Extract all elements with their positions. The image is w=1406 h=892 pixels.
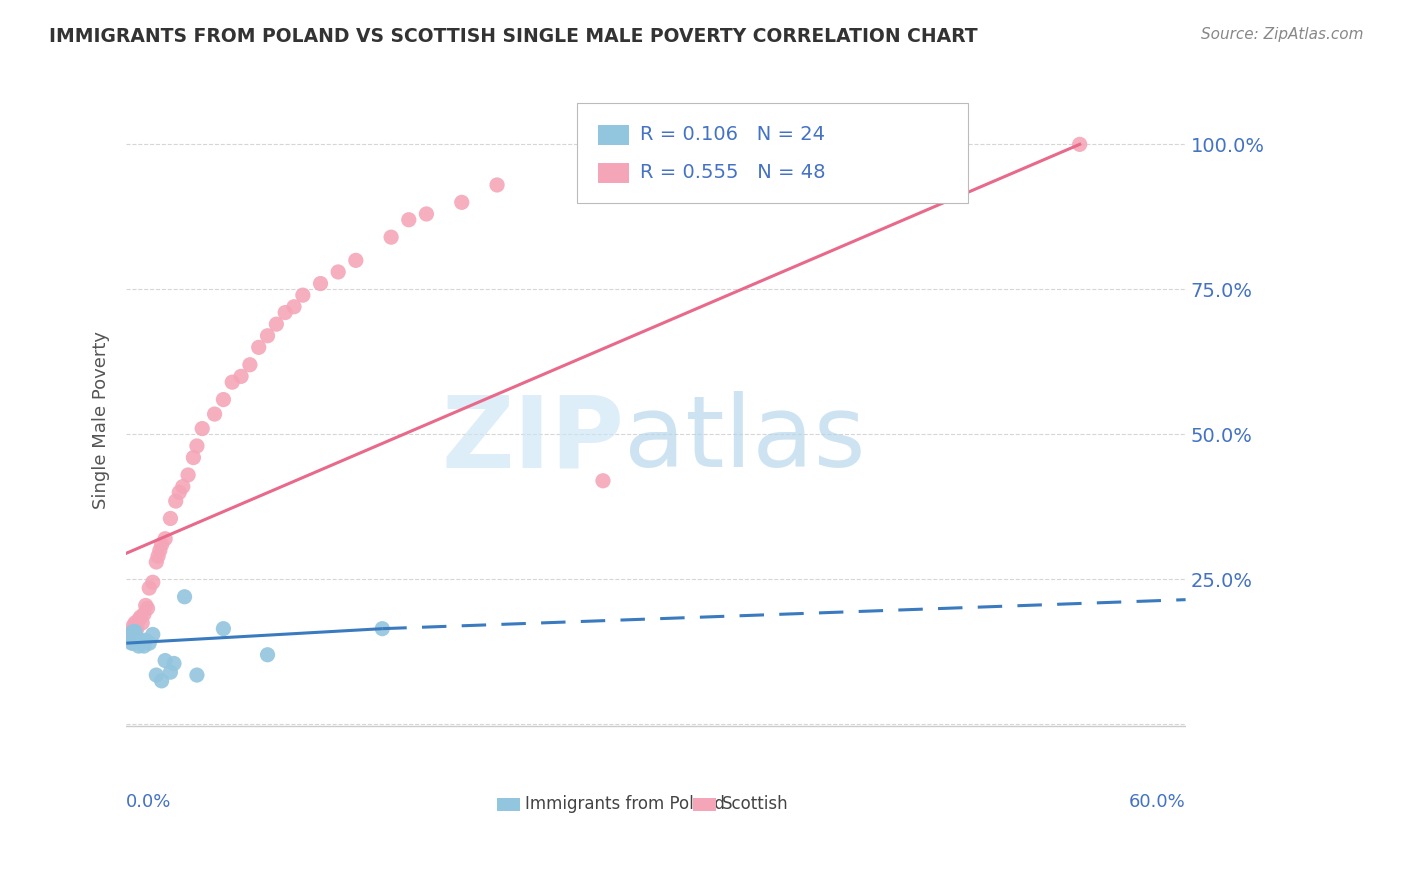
Point (212, 392, 235, 407)
Point (183, 450, 205, 465)
Point (159, 511, 181, 525)
Point (129, 633, 152, 648)
Point (122, 619, 145, 633)
Point (229, 369, 252, 384)
Point (283, 300, 305, 314)
Text: Scottish: Scottish (721, 795, 789, 813)
Text: 0.0%: 0.0% (127, 793, 172, 812)
Point (398, 212, 420, 227)
Text: R = 0.106   N = 24: R = 0.106 N = 24 (640, 125, 825, 144)
Point (159, 665, 181, 680)
Point (132, 639, 155, 653)
Point (142, 627, 165, 641)
Point (150, 537, 173, 551)
FancyBboxPatch shape (576, 103, 969, 203)
Point (128, 613, 150, 627)
Point (132, 607, 155, 622)
Point (125, 633, 148, 648)
Point (153, 532, 176, 546)
Point (165, 494, 187, 508)
Point (135, 599, 157, 613)
Point (191, 421, 214, 435)
Point (173, 590, 195, 604)
Text: R = 0.555   N = 48: R = 0.555 N = 48 (640, 163, 825, 182)
FancyBboxPatch shape (598, 125, 630, 145)
Point (328, 265, 350, 279)
Point (136, 601, 159, 615)
Point (146, 549, 169, 563)
Point (121, 624, 143, 639)
Point (309, 277, 332, 291)
Point (142, 575, 165, 590)
Point (124, 615, 146, 630)
Point (415, 207, 437, 221)
Text: Source: ZipAtlas.com: Source: ZipAtlas.com (1201, 27, 1364, 42)
Point (138, 581, 160, 595)
Point (122, 624, 145, 639)
Point (291, 288, 314, 302)
FancyBboxPatch shape (693, 798, 716, 812)
Point (131, 615, 153, 630)
Point (1069, 137, 1091, 152)
Point (150, 673, 173, 688)
Text: Immigrants from Poland: Immigrants from Poland (524, 795, 724, 813)
Point (138, 636, 160, 650)
Point (149, 543, 172, 558)
Point (662, 161, 685, 175)
Point (124, 633, 146, 648)
Point (118, 627, 141, 641)
Point (256, 328, 278, 343)
Point (128, 639, 150, 653)
Point (122, 636, 145, 650)
Text: atlas: atlas (624, 392, 866, 489)
Point (131, 636, 153, 650)
Text: IMMIGRANTS FROM POLAND VS SCOTTISH SINGLE MALE POVERTY CORRELATION CHART: IMMIGRANTS FROM POLAND VS SCOTTISH SINGL… (49, 27, 977, 45)
Point (239, 358, 262, 372)
Point (221, 375, 243, 389)
Text: ZIP: ZIP (441, 392, 624, 489)
Point (169, 485, 191, 500)
FancyBboxPatch shape (498, 798, 520, 812)
Point (486, 178, 509, 192)
Point (124, 624, 146, 639)
Point (450, 195, 472, 210)
FancyBboxPatch shape (598, 163, 630, 183)
Point (274, 305, 297, 319)
Point (186, 668, 208, 682)
Point (380, 230, 402, 244)
Point (266, 317, 288, 331)
Point (145, 555, 167, 569)
Point (256, 648, 278, 662)
Point (212, 622, 235, 636)
Point (172, 479, 194, 493)
Point (204, 407, 226, 421)
Point (135, 633, 157, 648)
Point (344, 253, 367, 268)
Point (186, 439, 208, 453)
Point (371, 622, 394, 636)
Y-axis label: Single Male Poverty: Single Male Poverty (93, 331, 110, 508)
Text: 60.0%: 60.0% (1129, 793, 1185, 812)
Point (592, 474, 614, 488)
Point (125, 622, 148, 636)
Point (145, 668, 167, 682)
Point (163, 657, 186, 671)
Point (247, 340, 270, 354)
Point (177, 467, 200, 482)
Point (153, 654, 176, 668)
Point (118, 627, 141, 641)
Point (129, 610, 152, 624)
Point (121, 636, 143, 650)
